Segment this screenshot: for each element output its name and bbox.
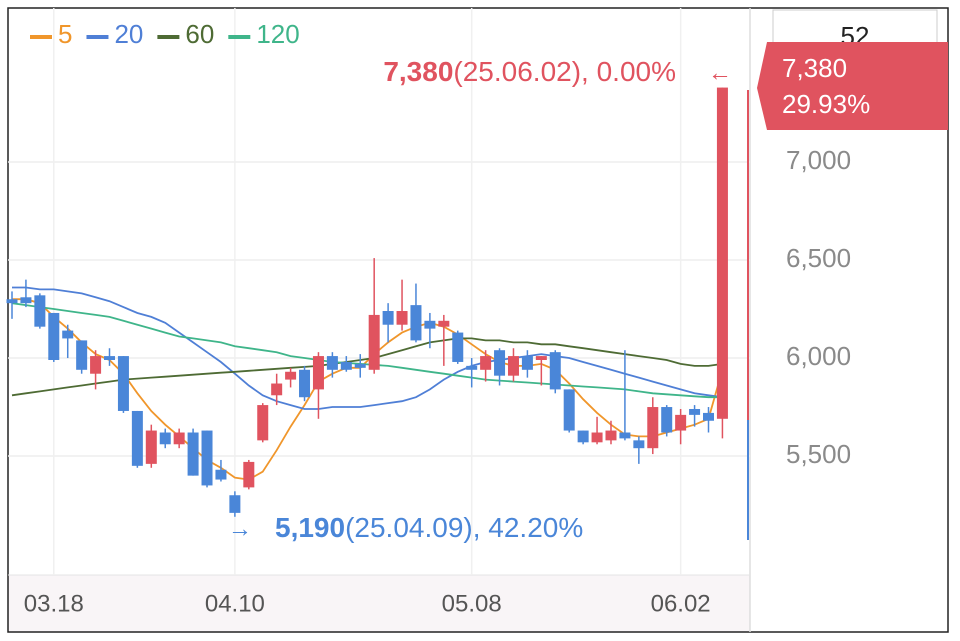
ma-line	[11, 337, 723, 397]
candle-body	[563, 389, 575, 431]
candle-body	[354, 363, 366, 368]
candle-body	[6, 299, 18, 304]
candle-body	[661, 407, 673, 433]
candle-body	[201, 430, 213, 486]
candle-body	[549, 352, 561, 390]
candle-body	[619, 432, 631, 439]
candle-body	[675, 414, 687, 431]
legend-label: 60	[185, 19, 214, 49]
low-price: 5,190	[275, 512, 345, 543]
candle-body	[187, 432, 199, 476]
candle-body	[173, 432, 185, 445]
candle-body	[591, 432, 603, 443]
frame	[7, 7, 949, 633]
candle-body	[521, 356, 533, 370]
candle-body	[326, 356, 338, 370]
candle-body	[605, 430, 617, 441]
top-box	[772, 9, 938, 45]
x-tick-label: 06.02	[651, 590, 711, 617]
candle-body	[438, 320, 450, 327]
price-tag-change: 29.93%	[782, 89, 870, 119]
x-axis-band	[8, 575, 750, 632]
high-price: 7,380	[383, 56, 453, 87]
x-tick-label: 03.18	[24, 590, 84, 617]
candle-body	[689, 408, 701, 415]
candle-body	[90, 356, 102, 374]
ma-line	[12, 298, 724, 481]
x-tick-label: 05.08	[442, 590, 502, 617]
candle-body	[257, 405, 269, 441]
candle-body	[20, 297, 32, 304]
low-detail: (25.04.09), 42.20%	[345, 512, 583, 543]
candle-body	[34, 295, 46, 327]
candle-body	[62, 330, 74, 339]
candle-body	[703, 412, 714, 421]
y-tick-label: 7,000	[786, 145, 851, 175]
candle-body	[577, 430, 589, 443]
candle-body	[452, 332, 464, 362]
candle-body	[215, 469, 227, 480]
low-annotation: 5,190(25.04.09), 42.20%	[275, 512, 583, 543]
candle-body	[368, 314, 380, 370]
candle-body	[535, 356, 547, 360]
y-tick-label: 5,500	[786, 439, 851, 469]
candle-body	[131, 410, 143, 466]
candle-body	[716, 87, 728, 419]
candle-body	[117, 356, 129, 411]
candle-body	[507, 356, 519, 376]
candle-body	[285, 371, 297, 380]
candle-body	[145, 430, 157, 464]
price-tag	[757, 42, 948, 130]
candle-body	[647, 407, 659, 449]
candle-body	[340, 361, 352, 370]
candle-body	[633, 440, 645, 449]
y-tick-label: 6,500	[786, 243, 851, 273]
candle-body	[243, 461, 255, 488]
ma-line	[11, 302, 723, 399]
legend-label: 20	[114, 19, 143, 49]
candle-body	[229, 495, 241, 513]
legend-label: 120	[256, 19, 299, 49]
x-tick-label: 04.10	[205, 590, 265, 617]
candle-body	[480, 356, 492, 370]
high-detail: (25.06.02), 0.00%	[453, 56, 676, 87]
candle-body	[104, 356, 116, 360]
y-tick-label: 6,000	[786, 341, 851, 371]
candle-body	[466, 365, 478, 370]
candle-body	[76, 340, 88, 370]
price-tag-price: 7,380	[782, 53, 847, 83]
candle-body	[494, 350, 506, 376]
candle-body	[48, 312, 60, 360]
candle-body	[396, 311, 408, 325]
ma-line	[12, 286, 723, 410]
candle-body	[410, 305, 422, 341]
candle-body	[382, 311, 394, 325]
legend-label: 5	[58, 19, 72, 49]
candle-body	[312, 356, 324, 390]
candle-body	[159, 432, 171, 445]
candle-body	[424, 320, 436, 329]
low-arrow: →	[228, 515, 252, 542]
high-annotation: 7,380(25.06.02), 0.00%	[383, 56, 676, 87]
candle-body	[271, 383, 283, 396]
high-arrow: ←	[708, 59, 732, 86]
candle-body	[299, 369, 311, 398]
